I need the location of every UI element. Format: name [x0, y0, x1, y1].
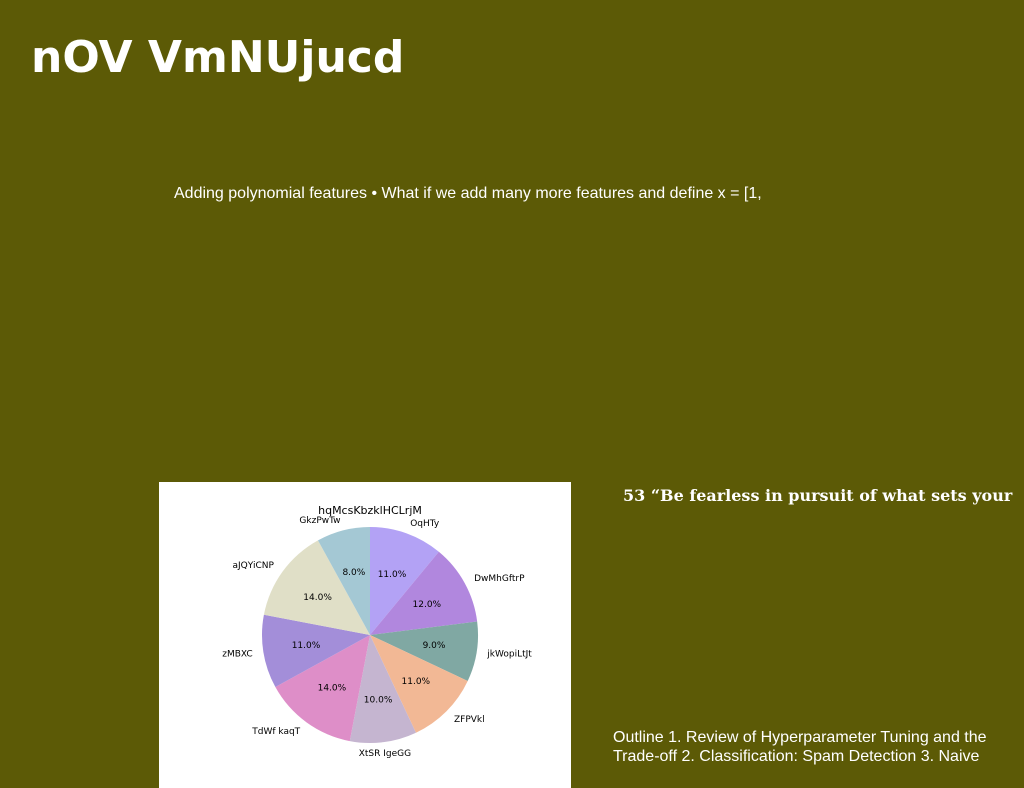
pie-pct-label: 11.0%	[402, 677, 431, 687]
pie-slice-zfpvkl	[370, 635, 468, 733]
pie-category-label: TdWf kaqT	[251, 727, 300, 737]
body-text: Adding polynomial features • What if we …	[174, 185, 762, 202]
pie-pct-label: 14.0%	[303, 593, 332, 603]
pie-slice-zmbxc	[261, 614, 370, 688]
pie-slice-oqhty	[370, 527, 439, 635]
pie-slice-ajqyicnp	[263, 540, 370, 635]
chart-title: hqMcsKbzklHCLrjM	[318, 504, 422, 517]
pie-pct-label: 14.0%	[318, 683, 347, 693]
pie-slice-jkwopiltjt	[370, 621, 479, 681]
pie-pct-label: 8.0%	[342, 568, 365, 578]
pie-category-label: OqHTy	[410, 519, 440, 529]
pie-category-label: aJQYiCNP	[233, 561, 275, 571]
pie-category-label: DwMhGftrP	[474, 574, 525, 584]
pie-pct-label: 11.0%	[378, 570, 407, 580]
pie-slice-gkzpwtw	[317, 527, 370, 635]
outline-text: Outline 1. Review of Hyperparameter Tuni…	[613, 729, 987, 765]
pie-pct-label: 11.0%	[292, 641, 321, 651]
pie-category-label: jkWopiLtJt	[486, 650, 532, 660]
quote-text: 53 “Be fearless in pursuit of what sets …	[623, 486, 1013, 505]
pie-category-label: XtSR IgeGG	[359, 749, 411, 759]
slide-title: nOV VmNUjucd	[31, 32, 405, 83]
pie-chart: hqMcsKbzklHCLrjM 11.0% OqHTy 12.0% DwMhGftr…	[222, 504, 532, 759]
pie-slice-tdwf-kaqt	[275, 635, 370, 742]
pie-category-label: GkzPwTw	[299, 516, 340, 526]
pie-pct-label: 10.0%	[364, 695, 393, 705]
pie-category-label: ZFPVkl	[454, 715, 485, 725]
pie-slice-dwmhgftrp	[370, 551, 478, 635]
pie-pct-label: 12.0%	[413, 600, 442, 610]
pie-chart-panel: hqMcsKbzklHCLrjM 11.0% OqHTy 12.0% DwMhGftr…	[159, 482, 571, 788]
pie-slice-xtsr-igegg	[349, 635, 416, 744]
pie-pct-label: 9.0%	[423, 641, 446, 651]
pie-category-label: zMBXC	[222, 650, 252, 660]
